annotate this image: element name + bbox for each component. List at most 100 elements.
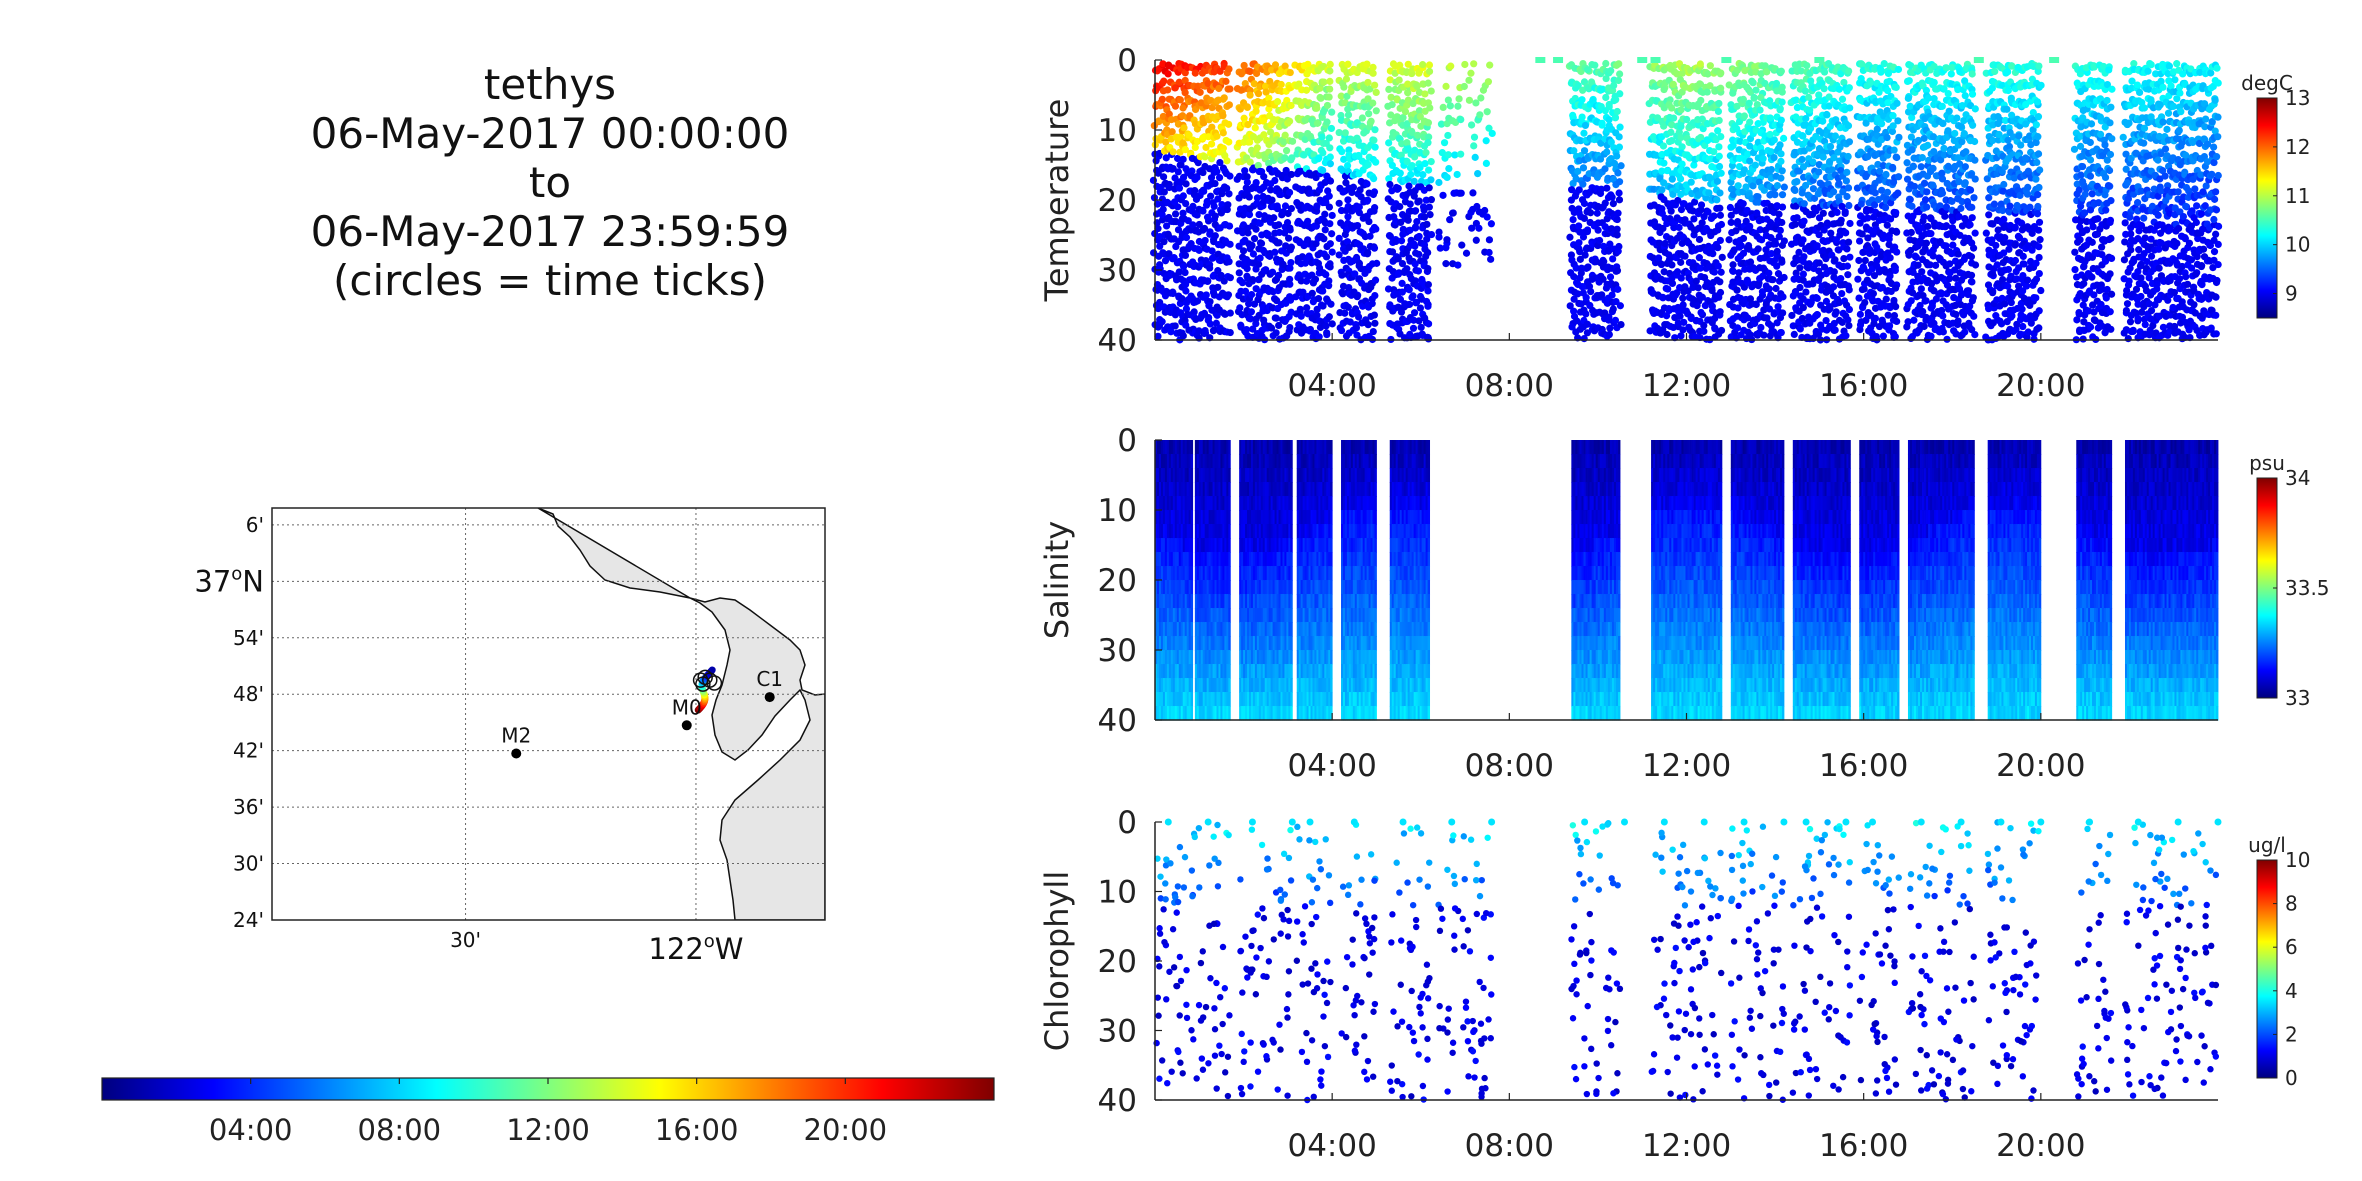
temperature-point xyxy=(1179,332,1187,340)
temperature-point xyxy=(1833,208,1841,216)
temperature-point xyxy=(1271,248,1279,256)
temperature-point xyxy=(1855,256,1863,265)
temperature-point xyxy=(1845,84,1853,92)
temperature-point xyxy=(1615,178,1624,186)
temperature-point xyxy=(1893,248,1901,256)
temperature-point xyxy=(1614,209,1622,217)
temperature-point xyxy=(1287,243,1295,251)
map-lat-label: 37oN xyxy=(194,563,264,598)
temperature-point xyxy=(1813,311,1821,319)
temperature-point xyxy=(1739,200,1747,208)
temperature-point xyxy=(1397,237,1406,245)
temperature-point xyxy=(1581,121,1590,130)
temperature-point xyxy=(1426,104,1434,112)
temperature-point xyxy=(1325,313,1333,321)
temperature-point xyxy=(1971,229,1979,237)
temperature-point xyxy=(1687,178,1695,186)
temperature-point xyxy=(1857,200,1865,208)
temperature-point xyxy=(1575,239,1583,247)
temperature-point xyxy=(1474,169,1482,178)
temperature-point xyxy=(1182,199,1190,208)
temperature-point xyxy=(1835,180,1843,188)
temperature-point xyxy=(1612,96,1620,104)
temperature-point xyxy=(1406,330,1414,338)
temperature-point xyxy=(1957,204,1965,212)
temperature-point xyxy=(1286,224,1294,232)
temperature-point xyxy=(1920,213,1928,221)
temperature-point xyxy=(1304,217,1312,225)
temperature-point xyxy=(1694,284,1702,292)
temperature-point xyxy=(1319,149,1327,157)
temperature-point xyxy=(1779,293,1787,301)
temperature-point xyxy=(1481,206,1489,215)
temperature-point xyxy=(1154,332,1162,340)
temperature-point xyxy=(1286,323,1294,332)
temperature-point xyxy=(1338,148,1346,156)
temperature-point xyxy=(1210,202,1218,210)
temperature-point xyxy=(1156,242,1164,250)
temperature-point xyxy=(1846,219,1854,228)
temperature-point xyxy=(1326,220,1334,228)
temperature-point xyxy=(1254,161,1262,170)
temperature-point xyxy=(1924,222,1932,231)
temperature-point xyxy=(1763,314,1771,322)
temperature-point xyxy=(1443,236,1451,244)
temperature-point xyxy=(1325,93,1333,101)
temperature-point xyxy=(1457,115,1465,124)
temperature-point xyxy=(1175,184,1184,192)
temperature-point xyxy=(1715,116,1723,125)
temperature-point xyxy=(1320,235,1328,243)
map-lat-label: 42' xyxy=(233,739,264,763)
temperature-point xyxy=(1411,242,1419,250)
temperature-point xyxy=(1465,96,1474,104)
temperature-point xyxy=(1733,286,1741,294)
temperature-point xyxy=(1314,294,1323,303)
temperature-point xyxy=(1895,133,1903,141)
temperature-point xyxy=(1908,202,1916,210)
temperature-point xyxy=(1223,157,1231,165)
temperature-point xyxy=(1322,270,1330,279)
temperature-point xyxy=(1439,191,1447,199)
map-frame xyxy=(271,507,826,921)
temperature-point xyxy=(1444,151,1452,159)
temperature-point xyxy=(1275,239,1283,247)
temperature-point xyxy=(1570,273,1578,281)
temperature-point xyxy=(1893,228,1901,236)
temperature-point xyxy=(1617,320,1625,329)
temperature-point xyxy=(1616,123,1624,131)
temperature-point xyxy=(1322,322,1330,330)
temperature-point xyxy=(1344,60,1352,68)
temperature-point xyxy=(1778,191,1787,199)
temperature-point xyxy=(1370,311,1379,319)
temperature-point xyxy=(1335,251,1343,259)
temperature-point xyxy=(1727,218,1735,227)
temperature-point xyxy=(1734,182,1742,190)
temperature-point xyxy=(1918,268,1926,276)
temperature-point xyxy=(1845,321,1853,330)
temperature-point xyxy=(1182,287,1190,295)
temperature-point xyxy=(1569,111,1577,119)
temperature-point xyxy=(1938,102,1946,110)
temperature-point xyxy=(1746,118,1754,126)
temperature-point xyxy=(1321,226,1329,234)
temperature-point xyxy=(1575,205,1583,213)
temperature-point xyxy=(1716,236,1724,245)
temperature-point xyxy=(1335,199,1343,207)
temperature-point xyxy=(1591,61,1599,69)
temperature-point xyxy=(1780,183,1788,191)
temperature-point xyxy=(1777,67,1785,75)
station-marker xyxy=(681,720,692,731)
temperature-point xyxy=(1971,175,1979,183)
temperature-point xyxy=(1846,104,1854,112)
temperature-point xyxy=(1837,275,1845,283)
temperature-point xyxy=(1424,280,1432,289)
temperature-point xyxy=(1659,142,1668,150)
temperature-point xyxy=(1164,86,1172,94)
temperature-point xyxy=(1427,230,1436,239)
temperature-point xyxy=(1287,205,1295,213)
temperature-point xyxy=(1798,155,1806,164)
temperature-point xyxy=(1208,140,1216,148)
temperature-point xyxy=(1171,322,1179,330)
temperature-point xyxy=(1457,150,1465,158)
temperature-point xyxy=(1892,284,1900,292)
